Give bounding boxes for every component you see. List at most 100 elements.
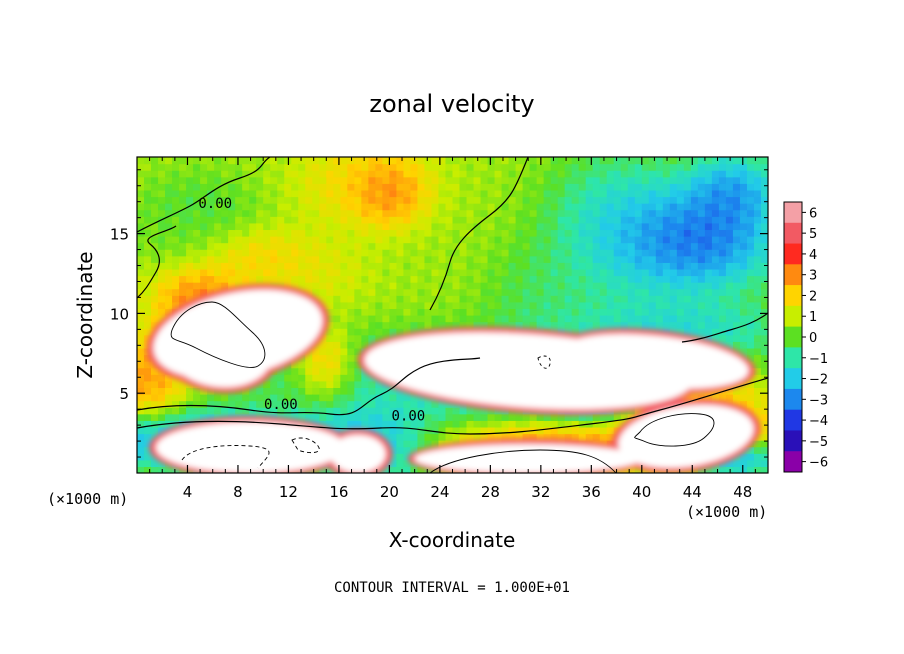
heatmap-cell	[501, 196, 510, 204]
heatmap-cell	[347, 163, 355, 171]
heatmap-cell	[683, 255, 692, 263]
heatmap-cell	[354, 189, 362, 198]
heatmap-cell	[543, 288, 552, 296]
heatmap-cell	[529, 242, 538, 250]
heatmap-cell	[613, 203, 622, 211]
heatmap-cell	[571, 163, 580, 171]
heatmap-cell	[305, 262, 313, 270]
heatmap-cell	[270, 176, 278, 184]
heatmap-cell	[760, 288, 768, 296]
heatmap-cell	[627, 249, 636, 257]
saturated-region	[166, 316, 272, 388]
heatmap-cell	[543, 170, 552, 178]
heatmap-cell	[599, 209, 608, 217]
heatmap-cell	[641, 216, 650, 224]
heatmap-cell	[298, 262, 306, 270]
heatmap-cell	[200, 249, 208, 257]
heatmap-cell	[550, 413, 559, 421]
heatmap-cell	[473, 268, 482, 277]
heatmap-cell	[487, 216, 496, 224]
heatmap-cell	[739, 275, 748, 283]
heatmap-cell	[487, 229, 496, 237]
heatmap-cell	[515, 157, 524, 165]
heatmap-cell	[648, 282, 657, 290]
heatmap-cell	[347, 268, 355, 277]
heatmap-cell	[655, 196, 664, 204]
heatmap-cell	[438, 420, 447, 428]
heatmap-cell	[452, 301, 461, 310]
heatmap-cell	[627, 222, 636, 231]
heatmap-cell	[340, 341, 348, 349]
heatmap-cell	[410, 394, 419, 402]
heatmap-cell	[655, 255, 664, 263]
heatmap-cell	[662, 229, 671, 237]
heatmap-cell	[375, 413, 383, 421]
heatmap-cell	[578, 249, 587, 257]
heatmap-cell	[620, 308, 629, 316]
heatmap-cell	[424, 249, 433, 257]
zero-contour-lower	[137, 377, 768, 435]
heatmap-cell	[361, 407, 369, 415]
heatmap-cell	[326, 295, 334, 303]
heatmap-cell	[186, 255, 194, 263]
heatmap-cell	[627, 189, 636, 198]
heatmap-cell	[424, 170, 433, 178]
heatmap-cell	[613, 255, 622, 263]
heatmap-cell	[186, 295, 194, 303]
heatmap-cell	[690, 157, 699, 165]
heatmap-cell	[424, 282, 433, 290]
heatmap-cell	[655, 163, 664, 171]
heatmap-cell	[326, 321, 334, 329]
heatmap-cell	[550, 157, 559, 165]
heatmap-cell	[445, 433, 454, 441]
heatmap-cell	[193, 157, 201, 165]
heatmap-cell	[410, 433, 419, 441]
heatmap-cell	[417, 400, 426, 408]
heatmap-cell	[704, 255, 713, 263]
heatmap-cell	[466, 189, 475, 198]
heatmap-cell	[690, 301, 699, 310]
heatmap-cell	[445, 249, 454, 257]
heatmap-cell	[487, 321, 496, 329]
heatmap-cell	[634, 242, 643, 250]
heatmap-cell	[403, 446, 412, 454]
heatmap-cell	[543, 189, 552, 198]
heatmap-cell	[662, 242, 671, 250]
heatmap-cell	[438, 255, 447, 263]
heatmap-cell	[704, 242, 713, 250]
heatmap-cell	[158, 170, 166, 178]
heatmap-cell	[501, 295, 510, 303]
heatmap-cell	[592, 420, 601, 428]
heatmap-cell	[452, 295, 461, 303]
heatmap-cell	[291, 216, 299, 224]
heatmap-cell	[606, 163, 615, 171]
heatmap-cell	[613, 216, 622, 224]
heatmap-cell	[641, 275, 650, 283]
heatmap-cell	[410, 321, 419, 329]
heatmap-cell	[179, 413, 187, 421]
heatmap-cell	[354, 413, 362, 421]
heatmap-cell	[438, 275, 447, 283]
heatmap-cell	[669, 236, 678, 244]
heatmap-cell	[368, 268, 376, 277]
heatmap-cell	[732, 203, 741, 211]
heatmap-cell	[508, 189, 517, 198]
heatmap-cell	[249, 249, 257, 257]
heatmap-cell	[718, 301, 727, 310]
heatmap-cell	[417, 394, 426, 402]
heatmap-cell	[298, 242, 306, 250]
heatmap-cell	[452, 268, 461, 277]
heatmap-cell	[396, 163, 405, 171]
heatmap-cell	[172, 249, 180, 257]
heatmap-cell	[669, 229, 678, 237]
heatmap-cell	[613, 420, 622, 428]
heatmap-cell	[312, 209, 320, 217]
heatmap-cell	[410, 268, 419, 277]
heatmap-cell	[214, 400, 222, 408]
heatmap-cell	[375, 236, 383, 244]
heatmap-cell	[515, 315, 524, 323]
heatmap-cell	[718, 189, 727, 198]
heatmap-cell	[354, 301, 362, 310]
heatmap-cell	[151, 295, 159, 303]
